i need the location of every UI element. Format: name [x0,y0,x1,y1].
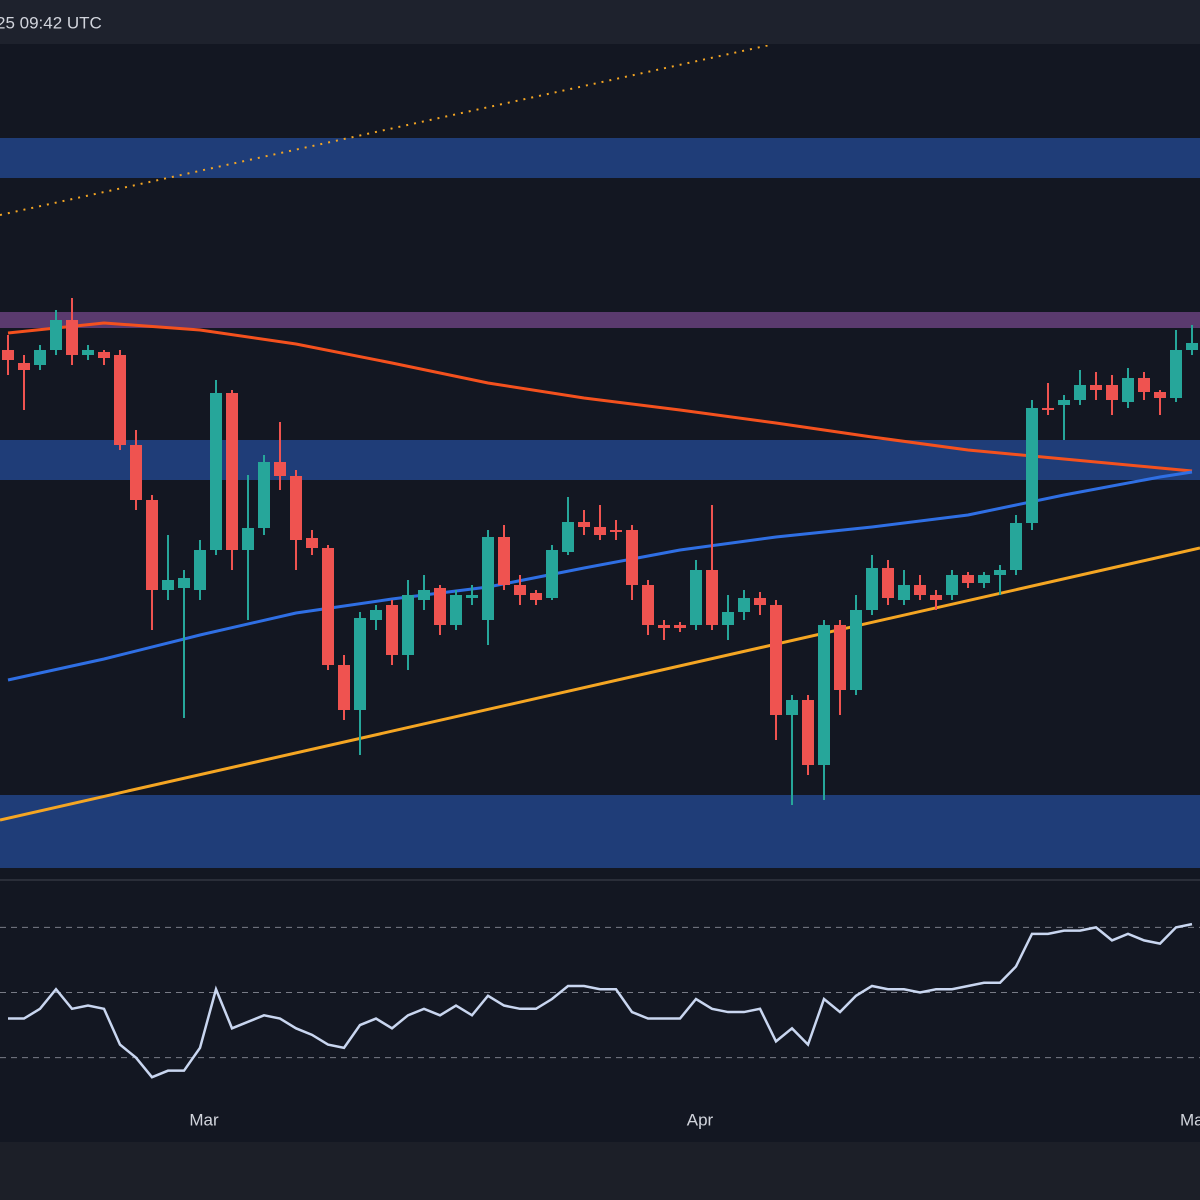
candle-body [274,462,286,476]
candle-body [466,595,478,598]
candle-body [162,580,174,590]
candle-body [946,575,958,595]
overlay-line [7,321,1193,473]
candle-body [98,352,110,358]
candle-body [658,625,670,628]
candle-body [978,575,990,583]
candle-body [882,568,894,598]
candle-body [962,575,974,583]
candle-body [210,393,222,550]
zone [0,312,1200,328]
candle-body [306,538,318,548]
candle-body [434,588,446,625]
candle-body [114,355,126,445]
candle-body [1058,400,1070,405]
candle-body [50,320,62,350]
candle-body [642,585,654,625]
candle-body [1010,523,1022,570]
candle-body [418,590,430,600]
candle-body [130,445,142,500]
overlay-line [0,546,1200,822]
rsi-line [8,922,1193,1079]
candle-body [146,500,158,590]
candle-body [178,578,190,588]
candle-body [514,585,526,595]
candle-body [498,537,510,585]
candle-body [482,537,494,620]
candle-body [818,625,830,765]
candle-body [194,550,206,590]
candle-body [834,625,846,690]
candle-body [34,350,46,365]
overlay-line [0,45,770,216]
candle-body [994,570,1006,575]
candle-body [1026,408,1038,523]
candle-body [1138,378,1150,392]
zone [0,795,1200,868]
header-time: 25 09:42 UTC [0,13,102,32]
candle-body [386,605,398,655]
zone [0,138,1200,178]
candle-body [450,595,462,625]
candle-body [546,550,558,598]
candle-body [674,625,686,628]
candle-body [66,320,78,355]
candle-body [914,585,926,595]
bottom-bar [0,1142,1200,1200]
candle-body [402,595,414,655]
candle-body [866,568,878,610]
candle-body [242,528,254,550]
candle-body [594,527,606,535]
candle-body [562,522,574,552]
candle-body [1186,343,1198,350]
candle-body [722,612,734,625]
x-tick-label: Mar [189,1110,219,1129]
candle-body [530,593,542,600]
candle-body [354,618,366,710]
overlay-line [7,470,1193,682]
zone [0,440,1200,480]
candle-body [770,605,782,715]
candle-body [1122,378,1134,402]
top-bar [0,0,1200,44]
main-pane [0,45,1200,868]
candle-body [2,350,14,360]
candle-body [850,610,862,690]
candle-body [930,595,942,600]
candle-body [690,570,702,625]
candle-body [1042,408,1054,410]
candle-body [802,700,814,765]
candle-body [754,598,766,605]
candle-body [82,350,94,355]
candle-body [706,570,718,625]
candle-body [738,598,750,612]
candle-body [1090,385,1102,390]
candle-body [322,548,334,665]
x-tick-label: Apr [687,1110,714,1129]
candle-body [1074,385,1086,400]
candle-body [1170,350,1182,398]
candle-body [610,530,622,532]
candle-body [18,363,30,370]
candle-body [370,610,382,620]
candle-body [338,665,350,710]
x-tick-label: May [1180,1110,1200,1129]
candle-body [578,522,590,527]
candle-body [1154,392,1166,398]
rsi-pane [0,922,1200,1079]
candle-body [258,462,270,528]
candle-body [1106,385,1118,400]
candle-body [290,476,302,540]
candle-body [786,700,798,715]
candle-body [226,393,238,550]
candle-body [898,585,910,600]
candle-body [626,530,638,585]
